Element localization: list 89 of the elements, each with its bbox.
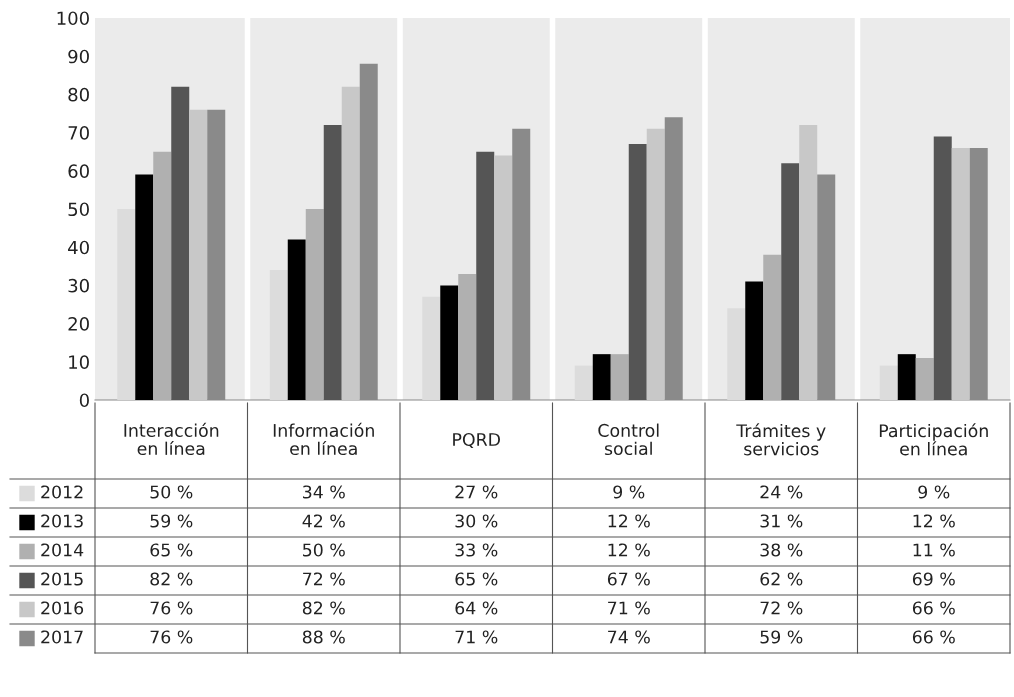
data-label: 66 % xyxy=(912,601,955,615)
legend-label: 2012 xyxy=(41,485,83,499)
y-tick-label: 30 xyxy=(68,278,89,293)
bar xyxy=(727,308,746,400)
bar xyxy=(135,174,154,400)
y-tick-label: 20 xyxy=(68,317,89,331)
data-label: 82 % xyxy=(150,572,193,586)
data-label: 42 % xyxy=(302,514,345,528)
bar xyxy=(933,136,952,400)
legend-label: 2013 xyxy=(41,514,83,528)
y-tick-label: 60 xyxy=(68,164,89,178)
bar xyxy=(592,354,611,400)
bar xyxy=(494,155,513,400)
bar xyxy=(189,109,208,400)
y-tick-label: 80 xyxy=(68,87,89,102)
data-label: 82 % xyxy=(302,601,345,615)
legend-label: 2015 xyxy=(41,572,83,586)
bar xyxy=(915,357,934,400)
bar xyxy=(574,365,593,400)
bar xyxy=(341,86,360,400)
bar xyxy=(171,86,190,400)
data-label: 12 % xyxy=(913,514,955,528)
data-label: 72 % xyxy=(760,601,803,615)
y-tick-label: 10 xyxy=(69,355,89,369)
x-tick-label: Control social xyxy=(598,423,659,456)
data-label: 66 % xyxy=(912,630,955,644)
data-label: 74 % xyxy=(608,630,650,644)
data-label: 38 % xyxy=(760,543,803,557)
y-tick-label: 50 xyxy=(68,202,89,217)
bar xyxy=(628,144,647,400)
bar xyxy=(781,163,800,400)
y-tick-label: 40 xyxy=(68,240,89,255)
legend-label: 2014 xyxy=(41,543,84,557)
x-tick-label: Participación en línea xyxy=(879,423,988,456)
legend-label: 2017 xyxy=(41,630,83,644)
data-label: 59 % xyxy=(150,514,193,528)
y-tick-label: 100 xyxy=(57,11,89,26)
bar xyxy=(610,354,629,400)
data-label: 64 % xyxy=(455,601,498,615)
data-label: 27 % xyxy=(455,485,498,499)
bar xyxy=(646,128,665,400)
y-tick-label: 90 xyxy=(68,49,89,64)
x-tick-label: Interacción en línea xyxy=(124,422,219,456)
data-label: 12 % xyxy=(608,514,650,528)
data-label: 30 % xyxy=(455,514,498,528)
bar xyxy=(269,270,288,400)
data-label: 50 % xyxy=(303,543,345,557)
data-label: 76 % xyxy=(150,601,193,615)
x-tick-label: Trámites y servicios xyxy=(736,423,826,456)
y-tick-label: 0 xyxy=(79,393,89,408)
bar xyxy=(745,281,764,400)
x-tick-label: PQRD xyxy=(453,432,501,449)
x-tick-label: Información en línea xyxy=(273,422,374,456)
data-label: 34 % xyxy=(303,485,345,499)
bar xyxy=(305,209,324,400)
data-label: 9 % xyxy=(918,485,950,499)
bar xyxy=(458,273,477,400)
data-label: 65 % xyxy=(455,572,498,586)
data-label: 88 % xyxy=(302,630,345,644)
bar xyxy=(440,285,459,400)
bar xyxy=(951,147,970,400)
data-label: 50 % xyxy=(150,485,193,499)
data-label: 65 % xyxy=(150,543,193,557)
legend-label: 2016 xyxy=(41,601,84,615)
bar xyxy=(763,254,782,400)
data-label: 59 % xyxy=(760,630,803,644)
bar xyxy=(153,151,172,400)
data-label: 9 % xyxy=(613,485,645,499)
data-label: 71 % xyxy=(608,601,650,615)
bar xyxy=(476,151,495,400)
bar xyxy=(799,124,818,400)
bar xyxy=(117,209,136,400)
bar xyxy=(422,296,441,400)
bar xyxy=(897,354,916,400)
data-label: 71 % xyxy=(455,630,498,644)
y-tick-label: 70 xyxy=(68,126,89,140)
data-label: 62 % xyxy=(760,572,803,586)
bar xyxy=(879,365,898,400)
bar xyxy=(287,239,306,400)
data-label: 69 % xyxy=(912,572,955,586)
data-label: 76 % xyxy=(150,630,193,644)
data-label: 31 % xyxy=(760,514,803,528)
data-label: 67 % xyxy=(607,572,650,586)
data-label: 24 % xyxy=(760,485,803,499)
data-label: 72 % xyxy=(303,572,345,586)
data-label: 11 % xyxy=(913,543,955,557)
data-label: 12 % xyxy=(608,543,650,557)
data-label: 33 % xyxy=(455,543,498,557)
bar xyxy=(323,124,342,400)
